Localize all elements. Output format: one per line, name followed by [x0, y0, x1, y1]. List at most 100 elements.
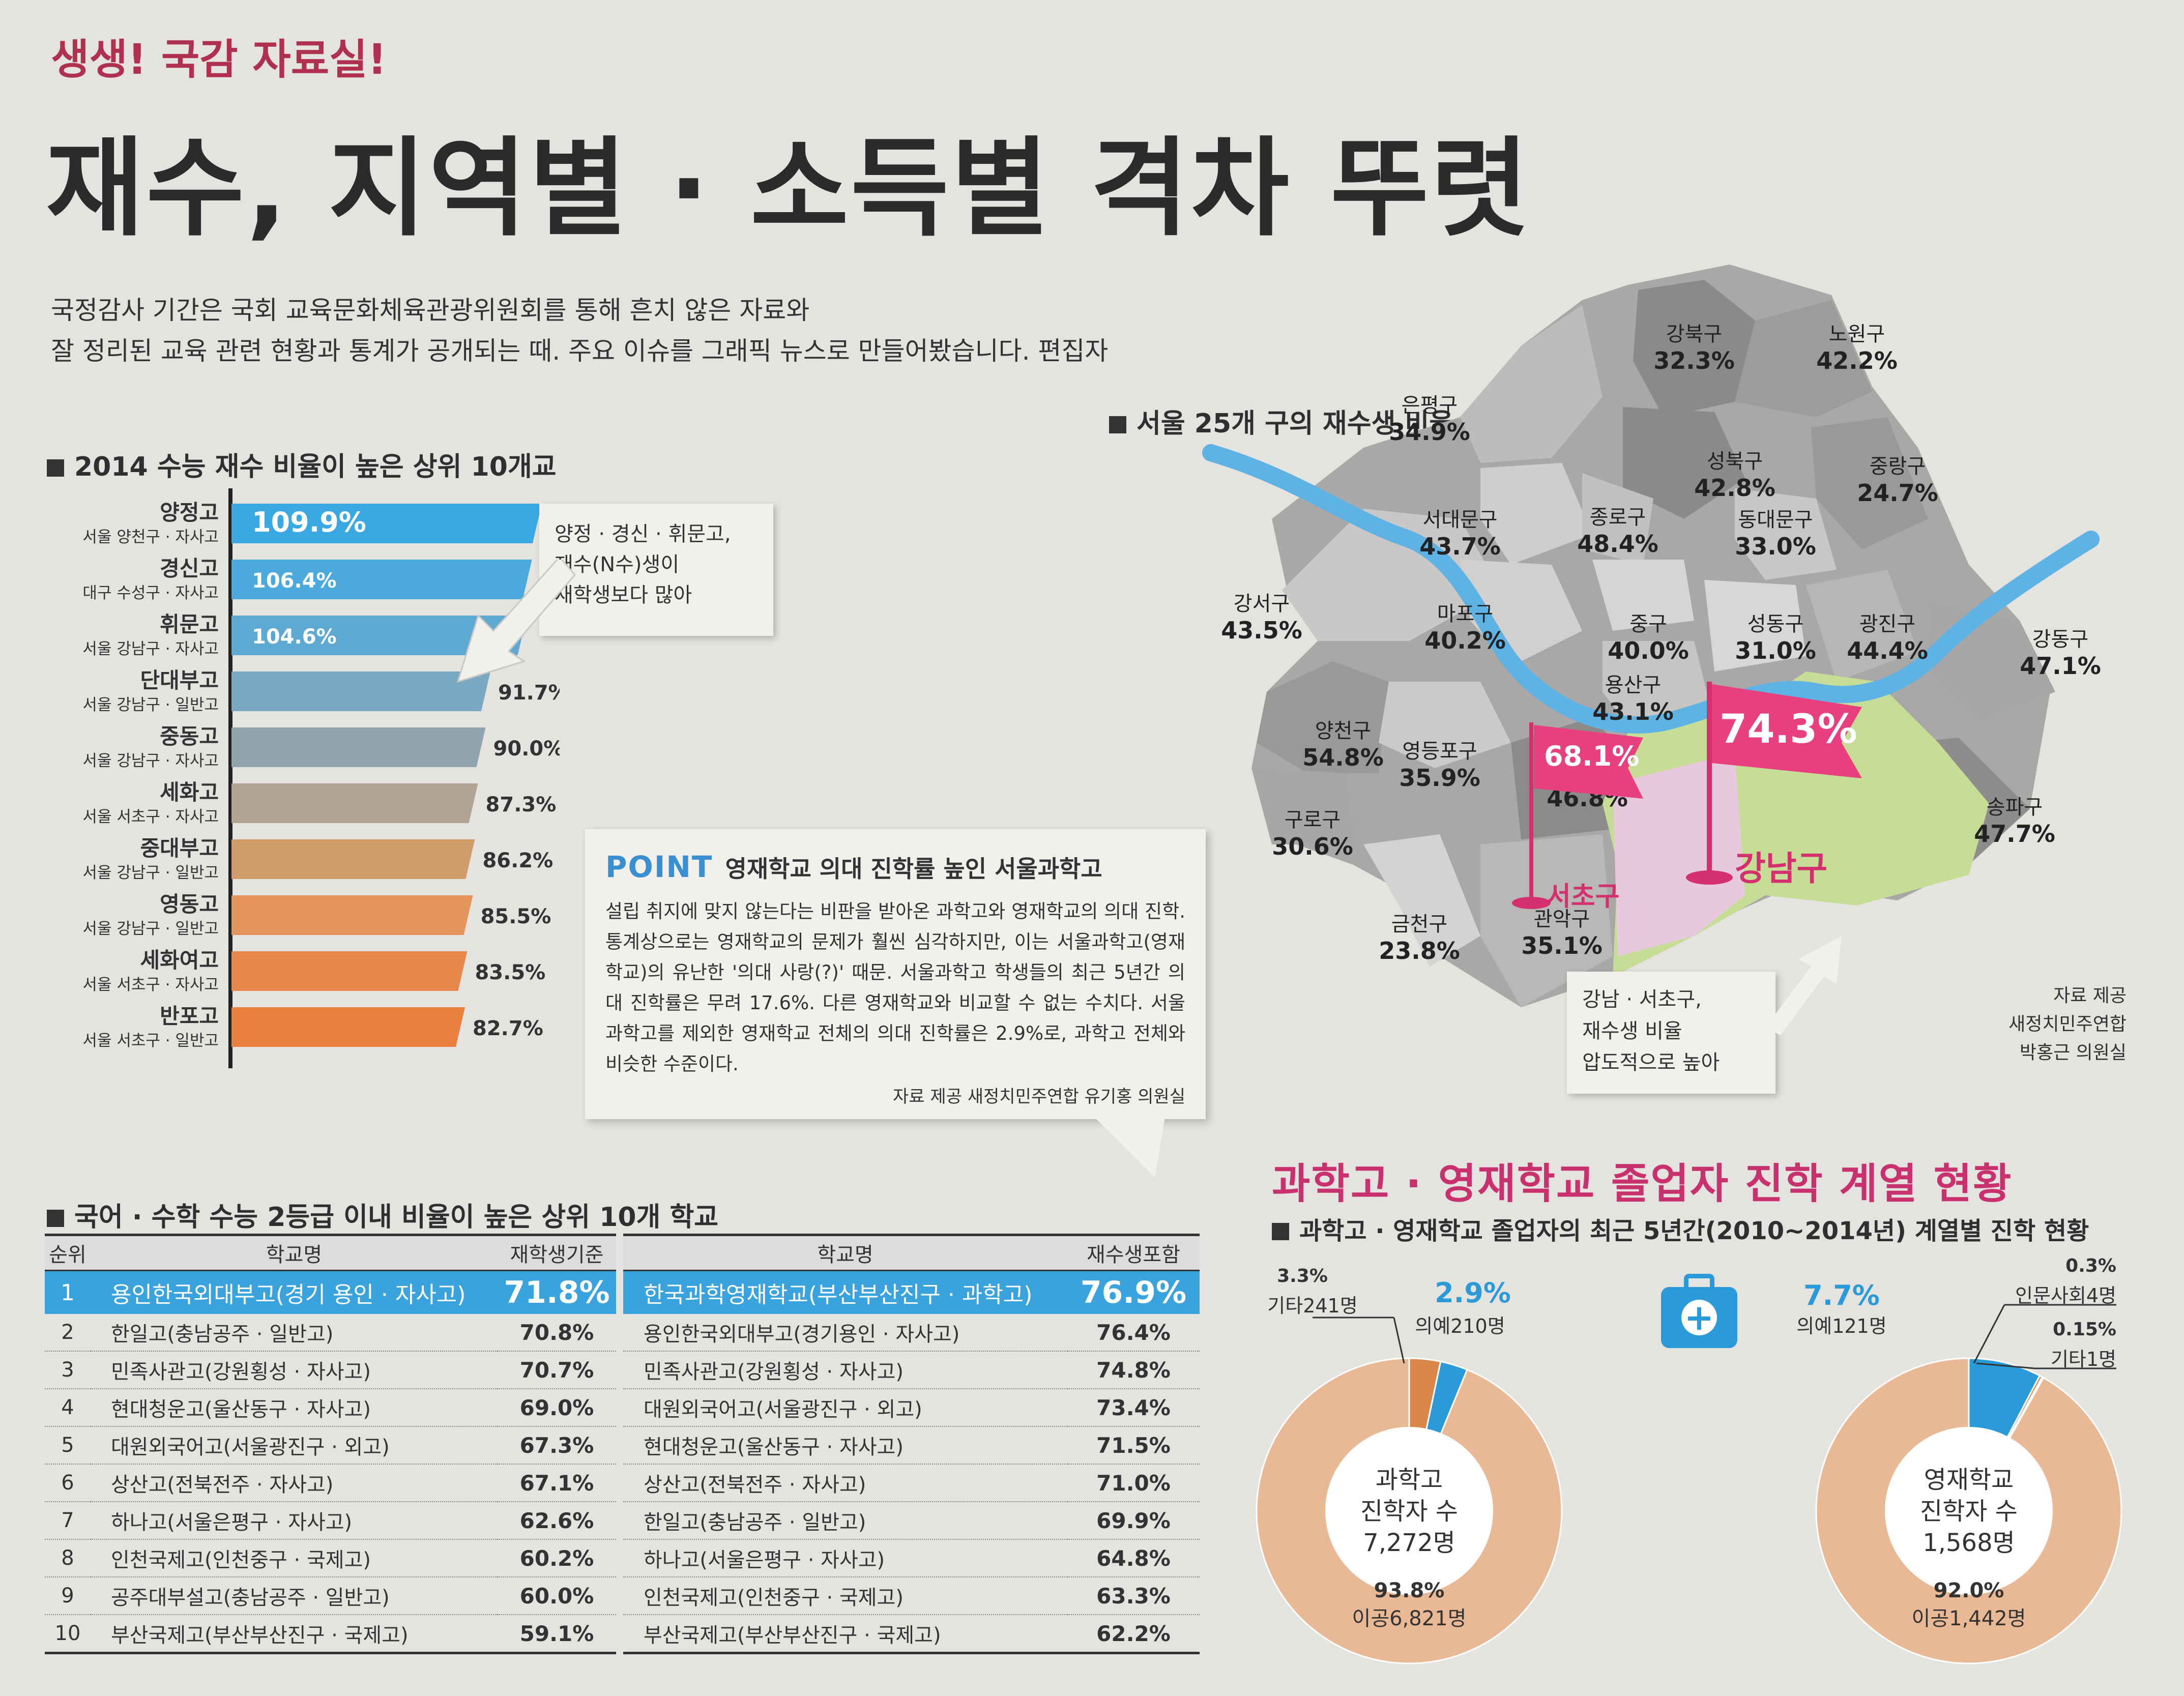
point-source: 자료 제공 새정치민주연합 유기홍 의원실	[893, 1087, 1185, 1107]
district-value: 35.9%	[1399, 764, 1480, 792]
intro-line-1: 국정감사 기간은 국회 교육문화체육관광위원회를 통해 흔치 않은 자료와	[51, 296, 810, 325]
table-row: 8 인천국제고(인천중구 · 국제고) 60.2% 하나고(서울은평구 · 자사고) 6…	[45, 1539, 1200, 1577]
ranking-table: 순위 학교명 재학생기준 학교명 재수생포함 1 용인한국외대부고(경기 용인 ·…	[45, 1234, 1200, 1654]
district-shape	[1623, 407, 1745, 519]
district-name: 중구	[1629, 612, 1667, 636]
bar-callout-line: 양정 · 경신 · 휘문고,	[555, 522, 731, 546]
rank-cell: 10	[45, 1615, 91, 1654]
donut-hole	[1325, 1427, 1493, 1595]
square-bullet-icon	[1272, 1223, 1289, 1240]
district-name: 성동구	[1748, 612, 1803, 636]
table-row: 2 한일고(충남공주 · 일반고) 70.8% 용인한국외대부고(경기용인 · 자사고…	[45, 1314, 1200, 1352]
intro: 국정감사 기간은 국회 교육문화체육관광위원회를 통해 흔치 않은 자료와 잘 …	[51, 290, 1246, 371]
category-sublabel: 서울 서초구 · 자사고	[82, 976, 219, 994]
school-cell: 하나고(서울은평구 · 자사고)	[616, 1539, 1067, 1577]
district-shape	[1282, 509, 1501, 641]
category-sublabel: 서울 강남구 · 자사고	[82, 640, 219, 658]
category-label: 단대부고	[140, 668, 219, 693]
district-name: 중랑구	[1870, 455, 1926, 478]
district-name: 노원구	[1829, 323, 1885, 346]
kicker: 생생! 국감 자료실!	[51, 36, 387, 84]
school-cell: 한일고(충남공주 · 일반고)	[91, 1314, 498, 1352]
district-value: 48.4%	[1577, 530, 1658, 558]
point-body: 설립 취지에 맞지 않는다는 비판을 받아온 과학고와 영재학교의 의대 진학.…	[605, 900, 1185, 1075]
map-section-title: 서울 25개 구의 재수생 비율	[1109, 402, 1453, 440]
bar-value-label: 106.4%	[252, 569, 337, 593]
district-shape	[1704, 580, 1806, 671]
district-name: 강동구	[2032, 628, 2088, 651]
enrolled-rate-cell: 60.0%	[498, 1577, 620, 1615]
flag-big-name: 강남구	[1735, 849, 1827, 888]
flag-base	[1686, 870, 1733, 885]
district-value: 40.2%	[1424, 627, 1506, 654]
bar-callout-line: 재수(N수)생이	[555, 553, 680, 576]
district-name: 성북구	[1707, 450, 1763, 473]
district-name: 서대문구	[1422, 508, 1497, 532]
school-cell: 상산고(전북전주 · 자사고)	[616, 1464, 1067, 1502]
rank-cell: 6	[45, 1464, 91, 1502]
district-shape	[1363, 834, 1480, 967]
district-value: 47.1%	[2020, 652, 2101, 680]
school-cell: 인천국제고(인천중구 · 국제고)	[91, 1539, 498, 1577]
district-name: 강서구	[1234, 592, 1290, 616]
square-bullet-icon	[47, 459, 64, 477]
category-label: 영동고	[160, 892, 219, 917]
pie-slice-label: 0.3%	[2065, 1255, 2116, 1276]
bar-section-title: 2014 수능 재수 비율이 높은 상위 10개교	[47, 445, 557, 483]
rank-cell: 7	[45, 1502, 91, 1540]
point-heading-row: POINT 영재학교 의대 진학률 높인 서울과학고	[605, 850, 1185, 884]
leader-line	[1976, 1362, 2035, 1369]
school-cell: 부산국제고(부산부산진구 · 국제고)	[91, 1615, 498, 1654]
rank-cell: 3	[45, 1351, 91, 1389]
bar	[231, 951, 468, 991]
district-value: 35.1%	[1521, 932, 1603, 959]
district-name: 광진구	[1859, 612, 1915, 636]
map-source: 자료 제공 새정치민주연합 박홍근 의원실	[1964, 982, 2127, 1067]
category-sublabel: 서울 서초구 · 자사고	[82, 808, 219, 826]
rank-cell: 5	[45, 1426, 91, 1465]
district-shape	[1811, 417, 1928, 549]
science-subtitle-text: 과학고 · 영재학교 졸업자의 최근 5년간(2010~2014년) 계열별 진…	[1299, 1217, 2089, 1245]
district-name: 송파구	[1987, 796, 2043, 819]
school-cell: 민족사관고(강원횡성 · 자사고)	[91, 1351, 498, 1389]
flag-base	[1512, 897, 1551, 909]
repeat-rate-cell: 76.4%	[1067, 1314, 1200, 1352]
district-shape	[1257, 661, 1389, 773]
map-source-line: 새정치민주연합	[2008, 1014, 2127, 1035]
district-name: 은평구	[1402, 394, 1458, 417]
pie-slice-label: 의예121명	[1796, 1315, 1886, 1337]
square-bullet-icon	[47, 1210, 64, 1227]
district-value: 40.0%	[1608, 637, 1689, 664]
repeat-rate-cell: 63.3%	[1067, 1577, 1200, 1615]
donut-center-label: 진학자 수	[1920, 1497, 2018, 1526]
table-row: 5 대원외국어고(서울광진구 · 외고) 67.3% 현대청운고(울산동구 · 자사고…	[45, 1426, 1200, 1465]
category-sublabel: 서울 강남구 · 일반고	[82, 864, 219, 882]
school-cell: 용인한국외대부고(경기용인 · 자사고)	[616, 1314, 1067, 1352]
school-cell: 대원외국어고(서울광진구 · 외고)	[616, 1389, 1067, 1427]
bar	[231, 839, 475, 879]
flag-small-value: 68.1%	[1544, 740, 1639, 772]
school-cell: 민족사관고(강원횡성 · 자사고)	[616, 1351, 1067, 1389]
category-sublabel: 서울 강남구 · 일반고	[82, 696, 219, 714]
repeat-rate-cell: 71.0%	[1067, 1464, 1200, 1502]
district-value: 42.8%	[1694, 474, 1775, 502]
table-row: 1 용인한국외대부고(경기 용인 · 자사고) 71.8% 한국과학영재학교(부산부산…	[45, 1270, 1200, 1314]
pie-slice-label: 기타241명	[1267, 1295, 1357, 1317]
point-label: POINT	[605, 850, 713, 884]
district-name: 강북구	[1666, 323, 1722, 346]
school-cell: 대원외국어고(서울광진구 · 외고)	[91, 1426, 498, 1465]
enrolled-rate-cell: 62.6%	[498, 1502, 620, 1540]
repeat-rate-cell: 76.9%	[1067, 1270, 1200, 1314]
district-value: 24.7%	[1857, 479, 1938, 507]
donut-center-label: 7,272명	[1363, 1529, 1455, 1557]
rank-cell: 2	[45, 1314, 91, 1352]
school-cell: 현대청운고(울산동구 · 자사고)	[91, 1389, 498, 1427]
enrolled-rate-cell: 59.1%	[498, 1615, 620, 1654]
enrolled-rate-cell: 71.8%	[498, 1270, 620, 1314]
rank-cell: 8	[45, 1539, 91, 1577]
table-header-row: 순위 학교명 재학생기준 학교명 재수생포함	[45, 1234, 1200, 1271]
district-name: 종로구	[1590, 506, 1646, 529]
science-subtitle: 과학고 · 영재학교 졸업자의 최근 5년간(2010~2014년) 계열별 진…	[1272, 1211, 2089, 1246]
